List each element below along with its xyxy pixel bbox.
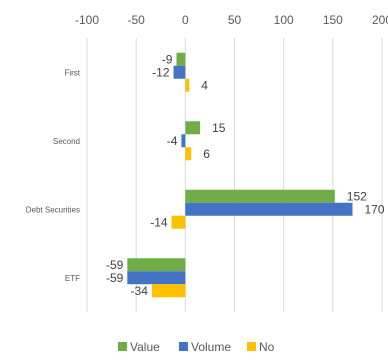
bar-value: [127, 258, 186, 272]
category-labels: First Second Debt Securities ETF: [26, 68, 81, 283]
data-label: -9: [162, 52, 173, 66]
x-tick-label: -50: [127, 13, 145, 27]
data-label: 15: [212, 121, 226, 135]
data-label: -34: [131, 284, 149, 298]
legend-swatch-volume: [179, 342, 188, 351]
data-label: -4: [167, 134, 178, 148]
data-label: 4: [201, 78, 208, 92]
category-label: Debt Securities: [26, 205, 80, 214]
data-label: -12: [152, 65, 170, 79]
x-tick-label: 150: [323, 13, 343, 27]
legend-label: No: [259, 340, 275, 354]
x-axis-ticks: -100 -50 0 50 100 150 200: [75, 13, 388, 27]
legend-label: Volume: [191, 340, 231, 354]
legend: Value Volume No: [118, 340, 275, 354]
data-label: 152: [347, 189, 367, 203]
bar-value: [185, 189, 335, 203]
data-label: 170: [365, 202, 385, 216]
category-label: ETF: [65, 274, 80, 283]
legend-swatch-value: [118, 342, 127, 351]
bar-no: [185, 147, 192, 161]
data-label: 6: [203, 147, 210, 161]
data-label: -59: [106, 271, 124, 285]
bar-no: [151, 284, 186, 298]
x-tick-label: 100: [274, 13, 294, 27]
data-label: -59: [106, 258, 124, 272]
bar-volume: [181, 134, 186, 148]
x-tick-label: 50: [228, 13, 242, 27]
bar-no: [171, 215, 186, 229]
data-label: -14: [150, 215, 168, 229]
bar-no: [185, 78, 190, 92]
bar-volume: [173, 65, 186, 79]
bar-volume: [185, 202, 353, 216]
category-label: Second: [53, 137, 80, 146]
x-tick-label: 0: [182, 13, 189, 27]
x-tick-label: 200: [372, 13, 388, 27]
bars: [127, 52, 353, 298]
category-label: First: [64, 68, 80, 77]
bar-volume: [127, 271, 186, 285]
legend-swatch-no: [247, 342, 256, 351]
bar-value: [176, 52, 186, 66]
legend-label: Value: [130, 340, 160, 354]
bar-value: [185, 121, 201, 135]
x-tick-label: -100: [75, 13, 99, 27]
